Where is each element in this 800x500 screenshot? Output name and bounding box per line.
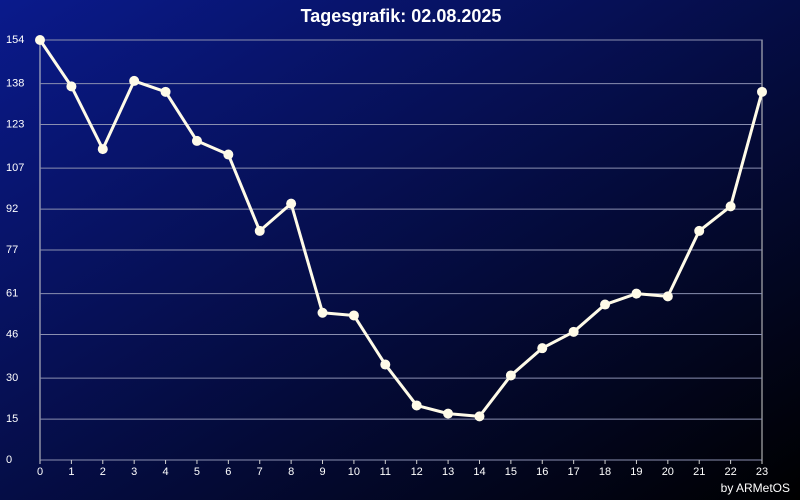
x-tick-label: 20 xyxy=(662,466,674,478)
x-tick-label: 21 xyxy=(693,466,705,478)
x-tick-label: 17 xyxy=(568,466,580,478)
y-tick-label: 15 xyxy=(6,413,18,425)
x-tick-label: 15 xyxy=(505,466,517,478)
x-tick-label: 14 xyxy=(473,466,485,478)
data-point xyxy=(35,35,45,45)
data-point xyxy=(537,343,548,354)
y-tick-label: 0 xyxy=(6,454,12,466)
y-tick-label: 46 xyxy=(6,328,18,340)
data-point xyxy=(286,198,297,209)
series-line xyxy=(38,39,764,418)
x-tick-label: 11 xyxy=(380,466,391,478)
data-point xyxy=(474,411,485,422)
data-point xyxy=(317,307,328,318)
data-point xyxy=(631,288,642,299)
y-tick-label: 61 xyxy=(6,288,18,300)
data-point xyxy=(97,144,108,155)
x-tick-label: 9 xyxy=(319,466,325,478)
y-tick-label: 123 xyxy=(6,118,24,130)
data-point xyxy=(568,326,579,337)
y-tick-label: 77 xyxy=(6,244,18,256)
x-tick-label: 8 xyxy=(288,466,294,478)
data-point xyxy=(600,299,611,310)
data-point xyxy=(129,75,140,86)
x-tick-label: 16 xyxy=(536,466,548,478)
data-point xyxy=(191,135,202,146)
x-tick-label: 2 xyxy=(100,466,106,478)
x-tick-label: 22 xyxy=(724,466,736,478)
y-tick-label: 154 xyxy=(6,34,24,46)
data-point xyxy=(725,201,736,212)
x-tick-label: 23 xyxy=(756,466,768,478)
x-tick-label: 19 xyxy=(630,466,642,478)
data-point xyxy=(443,408,454,419)
data-point xyxy=(411,400,422,411)
y-tick-label: 138 xyxy=(6,78,24,90)
data-point xyxy=(348,310,359,321)
data-point xyxy=(505,370,516,381)
x-tick-label: 5 xyxy=(194,466,200,478)
x-tick-label: 0 xyxy=(37,466,43,478)
y-tick-label: 92 xyxy=(6,203,18,215)
data-point xyxy=(66,81,77,92)
x-tick-label: 1 xyxy=(68,466,74,478)
data-point xyxy=(662,291,673,302)
data-point xyxy=(254,225,265,236)
x-tick-label: 7 xyxy=(257,466,263,478)
x-tick-label: 18 xyxy=(599,466,611,478)
chart-title: Tagesgrafik: 02.08.2025 xyxy=(301,6,502,26)
footer: by ARMetOS xyxy=(721,481,790,495)
data-point xyxy=(223,149,234,160)
data-point xyxy=(694,225,705,236)
y-tick-label: 30 xyxy=(6,372,18,384)
data-point xyxy=(160,86,171,97)
x-tick-label: 6 xyxy=(225,466,231,478)
data-point xyxy=(380,359,391,370)
x-tick-label: 4 xyxy=(163,466,169,478)
x-tick-label: 3 xyxy=(131,466,137,478)
x-tick-label: 12 xyxy=(411,466,423,478)
y-tick-label: 107 xyxy=(6,162,24,174)
data-point xyxy=(757,86,767,97)
x-tick-label: 10 xyxy=(348,466,360,478)
x-tick-label: 13 xyxy=(442,466,454,478)
